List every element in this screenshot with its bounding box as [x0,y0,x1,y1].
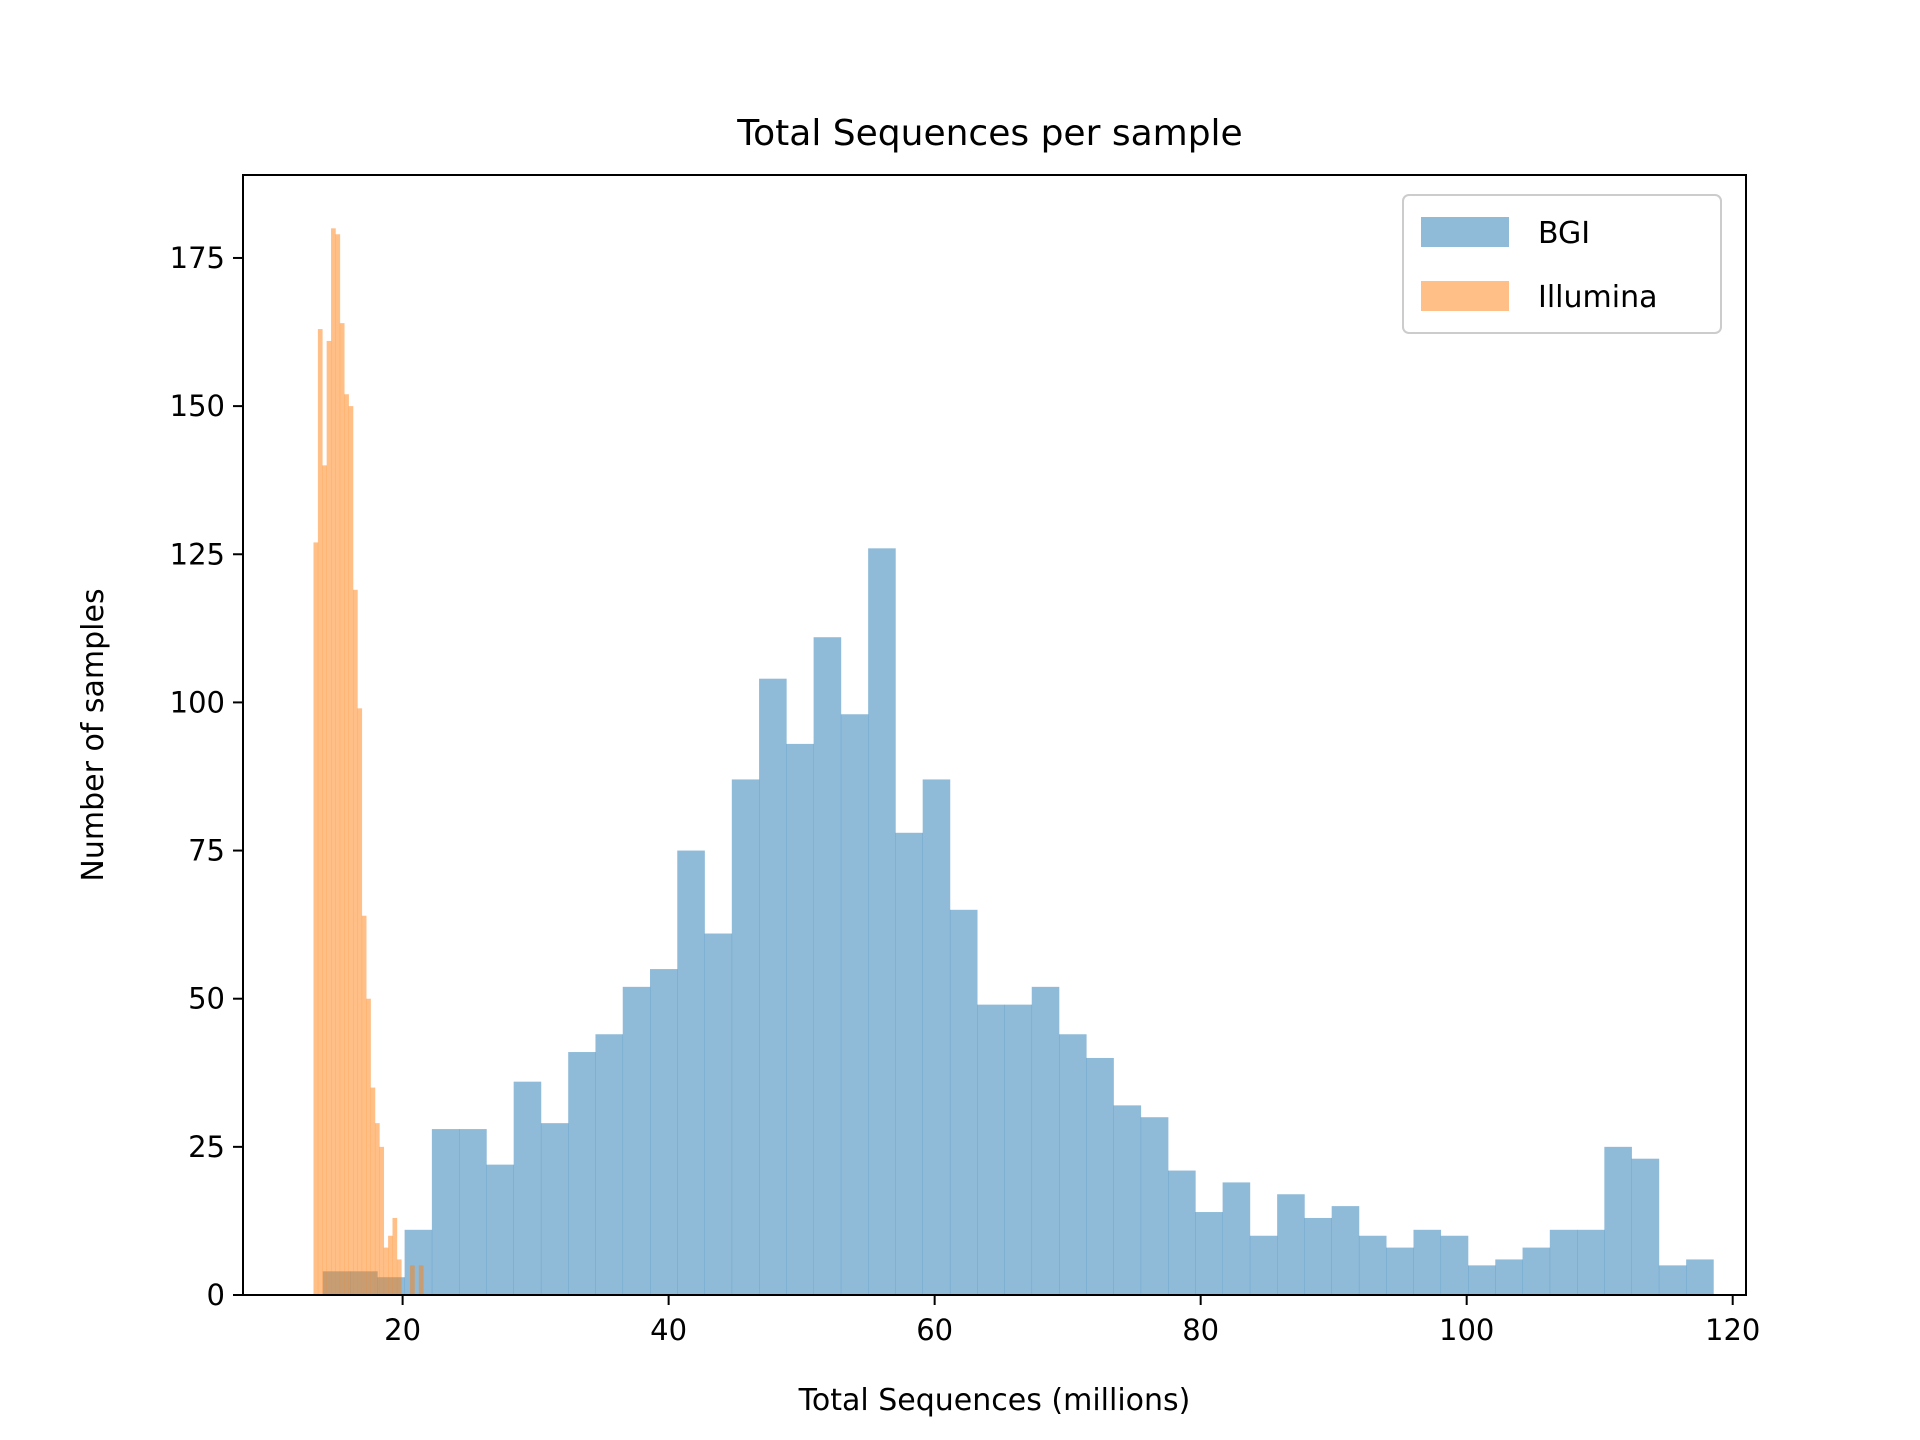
bgi-bar [731,779,760,1295]
bgi-bar [1004,1004,1033,1295]
bgi-bar [595,1034,624,1295]
x-tick-label: 40 [650,1313,687,1347]
bgi-bar [1195,1212,1223,1295]
illumina-bar [322,465,327,1295]
bgi-bar [1031,986,1060,1295]
y-tick-label: 0 [207,1278,225,1312]
illumina-bar [344,394,349,1295]
y-tick-label: 50 [188,982,225,1016]
bgi-bar [1468,1265,1496,1295]
bgi-bar [404,1229,433,1295]
bgi-bar [1386,1247,1414,1295]
x-tick-label: 80 [1182,1313,1219,1347]
bgi-bar [1277,1194,1305,1295]
bgi-bar [813,637,842,1295]
y-axis-label: Number of samples [76,588,111,881]
bgi-bar [704,933,733,1295]
illumina-bar [418,1265,424,1295]
illumina-bar [366,998,371,1295]
plot-area-frame [242,174,1747,1296]
y-tick-label: 25 [188,1130,225,1164]
bgi-bar [1358,1235,1387,1295]
bgi-bar [1113,1105,1142,1295]
illumina-bar [335,234,341,1295]
bars-layer [313,228,1714,1296]
bgi-bar [895,832,923,1295]
y-tick-label: 75 [188,834,225,868]
bgi-bar [922,779,951,1295]
bgi-bar [1604,1146,1632,1295]
bgi-bar [1522,1247,1551,1295]
bgi-bar [486,1164,514,1295]
illumina-bar [317,329,323,1295]
bgi-bar [1413,1229,1442,1295]
bgi-bar [1059,1034,1087,1295]
bgi-bar [977,1004,1005,1295]
illumina-bar [357,708,363,1295]
illumina-bar [326,340,332,1295]
bgi-bar [868,548,896,1295]
bgi-bar [650,969,678,1295]
x-axis-label: Total Sequences (millions) [798,1383,1191,1418]
chart-title: Total Sequences per sample [736,113,1242,154]
bgi-bar [1331,1206,1360,1295]
x-tick-label: 120 [1705,1313,1760,1347]
illumina-bar [379,1146,385,1295]
ticks-layer: 20 40 60 80 100 120 0 25 50 75 100 125 150 175 [170,241,1761,1347]
bgi-bar [1222,1182,1251,1295]
bgi-bar [1631,1158,1660,1295]
y-tick-label: 125 [170,537,225,571]
bgi-bar [949,909,978,1295]
legend-label-illumina: Illumina [1538,280,1658,315]
bgi-bar [1495,1259,1523,1295]
bgi-bar [786,743,814,1295]
illumina-bar [313,542,319,1295]
legend-label-bgi: BGI [1538,216,1590,251]
illumina-bar [361,915,367,1295]
illumina-bar [396,1259,402,1295]
bgi-bar [759,678,787,1295]
bgi-bar [622,986,651,1295]
x-tick-label: 20 [384,1313,421,1347]
illumina-bar [374,1123,380,1295]
legend: BGI Illumina [1402,194,1722,334]
bgi-bar [1686,1259,1714,1295]
bgi-bar [840,714,869,1295]
x-tick-label: 100 [1439,1313,1494,1347]
illumina-bar [370,1087,376,1295]
bgi-bar [459,1129,487,1295]
illumina-bar [353,589,358,1295]
bgi-bar [1577,1229,1605,1295]
bgi-bar [1440,1235,1469,1295]
bgi-bar [677,850,705,1295]
illumina-bar [392,1217,398,1295]
bgi-bar [1549,1229,1578,1295]
bgi-bar [1304,1217,1332,1295]
bgi-bar [1168,1170,1196,1295]
illumina-bar [410,1265,415,1295]
legend-swatch-illumina [1421,281,1509,311]
y-tick-label: 100 [170,685,225,719]
bgi-bar [540,1123,569,1295]
bgi-bar [431,1129,460,1295]
illumina-bar [383,1247,389,1295]
y-tick-label: 175 [170,241,225,275]
illumina-bar [331,228,336,1296]
y-tick-label: 150 [170,389,225,423]
bgi-bar [568,1052,596,1295]
bgi-bar [1086,1057,1114,1295]
bgi-bar [1658,1265,1687,1295]
bgi-bar [1249,1235,1278,1295]
illumina-bar [348,406,354,1295]
bgi-bar [513,1081,542,1295]
x-tick-label: 60 [916,1313,953,1347]
bgi-bar [1140,1117,1169,1295]
legend-swatch-bgi [1421,217,1509,247]
illumina-bar [339,323,345,1295]
illumina-bar [388,1235,393,1295]
